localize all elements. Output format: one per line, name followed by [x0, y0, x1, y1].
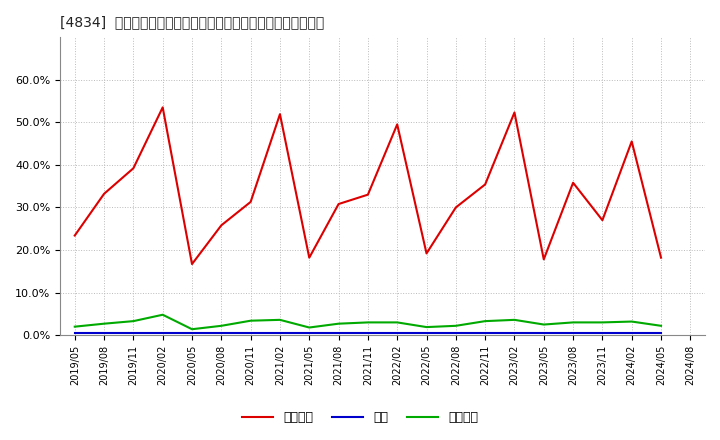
Line: 買入債務: 買入債務: [75, 315, 661, 329]
Legend: 売上債権, 在庫, 買入債務: 売上債権, 在庫, 買入債務: [237, 407, 483, 429]
売上債権: [158, 105, 167, 110]
在庫: [627, 330, 636, 336]
在庫: [217, 330, 225, 336]
売上債権: [657, 255, 665, 260]
買入債務: [451, 323, 460, 328]
在庫: [393, 330, 402, 336]
買入債務: [481, 319, 490, 324]
買入債務: [129, 319, 138, 324]
売上債権: [422, 251, 431, 256]
買入債務: [657, 323, 665, 328]
在庫: [510, 330, 519, 336]
買入債務: [422, 324, 431, 330]
売上債権: [569, 180, 577, 185]
在庫: [598, 330, 607, 336]
買入債務: [305, 325, 314, 330]
売上債権: [188, 261, 197, 267]
売上債権: [276, 112, 284, 117]
売上債権: [510, 110, 519, 115]
在庫: [451, 330, 460, 336]
売上債権: [598, 217, 607, 223]
売上債権: [539, 257, 548, 262]
売上債権: [393, 122, 402, 127]
買入債務: [158, 312, 167, 317]
在庫: [100, 330, 109, 336]
買入債務: [276, 317, 284, 323]
買入債務: [393, 320, 402, 325]
Line: 売上債権: 売上債権: [75, 107, 661, 264]
買入債務: [364, 320, 372, 325]
在庫: [305, 330, 314, 336]
売上債権: [481, 182, 490, 187]
売上債権: [246, 199, 255, 205]
売上債権: [100, 191, 109, 196]
在庫: [276, 330, 284, 336]
買入債務: [598, 320, 607, 325]
在庫: [334, 330, 343, 336]
売上債権: [364, 192, 372, 197]
買入債務: [627, 319, 636, 324]
売上債権: [305, 255, 314, 260]
売上債権: [217, 223, 225, 228]
在庫: [246, 330, 255, 336]
在庫: [569, 330, 577, 336]
在庫: [481, 330, 490, 336]
在庫: [71, 330, 79, 336]
在庫: [657, 330, 665, 336]
在庫: [364, 330, 372, 336]
買入債務: [569, 320, 577, 325]
売上債権: [71, 233, 79, 238]
在庫: [422, 330, 431, 336]
売上債権: [334, 202, 343, 207]
買入債務: [71, 324, 79, 329]
買入債務: [334, 321, 343, 326]
在庫: [539, 330, 548, 336]
売上債権: [627, 139, 636, 144]
Text: [4834]  売上債権、在庫、買入債務の総資産に対する比率の推移: [4834] 売上債権、在庫、買入債務の総資産に対する比率の推移: [60, 15, 324, 29]
売上債権: [451, 205, 460, 210]
在庫: [188, 330, 197, 336]
買入債務: [539, 322, 548, 327]
買入債務: [188, 326, 197, 332]
売上債権: [129, 165, 138, 171]
買入債務: [100, 321, 109, 326]
在庫: [129, 330, 138, 336]
買入債務: [246, 318, 255, 323]
在庫: [158, 330, 167, 336]
買入債務: [510, 317, 519, 323]
買入債務: [217, 323, 225, 328]
